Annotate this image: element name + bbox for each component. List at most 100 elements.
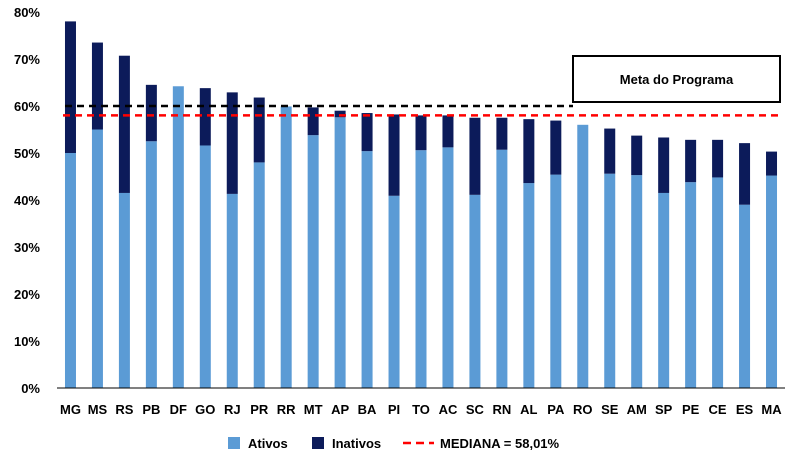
bar-inativos-go <box>199 88 211 146</box>
bar-ativos-pr <box>253 162 265 388</box>
x-tick-label-ap: AP <box>331 402 349 417</box>
bar-ativos-ba <box>361 151 373 388</box>
legend-label-inativos: Inativos <box>332 436 381 451</box>
y-tick-label: 70% <box>14 52 40 67</box>
bar-ativos-ro <box>577 124 589 389</box>
bar-ativos-rj <box>226 193 238 388</box>
x-tick-label-pe: PE <box>682 402 700 417</box>
y-tick-label: 60% <box>14 99 40 114</box>
x-tick-label-se: SE <box>601 402 619 417</box>
bar-inativos-sc <box>469 117 481 195</box>
bar-inativos-ac <box>442 115 454 148</box>
bar-inativos-mg <box>64 21 76 154</box>
bar-ativos-pa <box>550 174 562 388</box>
x-tick-label-am: AM <box>627 402 647 417</box>
x-tick-label-mt: MT <box>304 402 323 417</box>
bar-inativos-mt <box>307 107 319 136</box>
y-tick-label: 80% <box>14 5 40 20</box>
bar-ativos-sp <box>658 192 670 388</box>
x-tick-label-rj: RJ <box>224 402 241 417</box>
bar-inativos-ap <box>334 110 346 118</box>
x-tick-label-rr: RR <box>277 402 296 417</box>
bar-ativos-mg <box>64 153 76 388</box>
x-tick-label-mg: MG <box>60 402 81 417</box>
x-tick-label-sp: SP <box>655 402 673 417</box>
bar-ativos-ce <box>712 177 724 388</box>
x-tick-label-rs: RS <box>115 402 133 417</box>
y-tick-label: 20% <box>14 287 40 302</box>
bar-inativos-am <box>631 135 643 176</box>
bar-inativos-se <box>604 128 616 174</box>
x-tick-label-ac: AC <box>439 402 458 417</box>
bar-ativos-se <box>604 173 616 388</box>
bar-inativos-rs <box>118 55 130 193</box>
bar-ativos-sc <box>469 194 481 388</box>
bar-inativos-rn <box>496 117 508 150</box>
bar-ativos-ms <box>91 129 103 388</box>
bar-inativos-al <box>523 119 535 184</box>
bar-inativos-rj <box>226 92 238 194</box>
bar-ativos-rs <box>118 192 130 388</box>
x-tick-label-df: DF <box>170 402 187 417</box>
legend-label-ativos: Ativos <box>248 436 288 451</box>
x-tick-label-ro: RO <box>573 402 593 417</box>
x-tick-label-pr: PR <box>250 402 269 417</box>
bar-inativos-ce <box>712 139 724 178</box>
x-tick-label-sc: SC <box>466 402 485 417</box>
x-tick-label-ce: CE <box>709 402 727 417</box>
bar-inativos-pb <box>145 84 157 142</box>
x-tick-label-es: ES <box>736 402 754 417</box>
legend-swatch-inativos <box>312 437 324 449</box>
x-tick-label-pa: PA <box>547 402 565 417</box>
bar-ativos-am <box>631 175 643 388</box>
bar-inativos-sp <box>658 137 670 193</box>
x-tick-label-go: GO <box>195 402 215 417</box>
x-tick-label-rn: RN <box>492 402 511 417</box>
y-tick-label: 30% <box>14 240 40 255</box>
y-tick-label: 40% <box>14 193 40 208</box>
x-axis-ticks: MG MS RS PB DF GO RJ PR RR MT AP BA PI TO AC SC RN AL PA RO… <box>60 402 782 417</box>
bar-group <box>64 21 778 389</box>
x-tick-label-pb: PB <box>142 402 160 417</box>
legend-swatch-ativos <box>228 437 240 449</box>
bar-inativos-ma <box>766 151 778 176</box>
bar-inativos-ms <box>91 42 103 130</box>
goal-box-frame <box>572 55 781 103</box>
x-tick-label-ms: MS <box>88 402 108 417</box>
x-tick-label-to: TO <box>412 402 430 417</box>
bar-ativos-pi <box>388 195 400 388</box>
bar-inativos-pe <box>685 139 697 183</box>
bar-inativos-pa <box>550 120 562 175</box>
bar-ativos-ap <box>334 117 346 388</box>
y-axis-ticks: 0% 10% 20% 30% 40% 50% 60% 70% 80% <box>14 5 40 396</box>
bar-inativos-es <box>739 143 751 205</box>
bar-inativos-pr <box>253 97 265 163</box>
goal-box-label: Meta do Programa <box>620 72 734 87</box>
bar-ativos-mt <box>307 135 319 388</box>
bar-ativos-ac <box>442 147 454 388</box>
bar-ativos-es <box>739 204 751 388</box>
bar-ativos-pb <box>145 141 157 388</box>
x-tick-label-ba: BA <box>358 402 377 417</box>
bar-ativos-pe <box>685 182 697 388</box>
legend: Ativos Inativos MEDIANA = 58,01% <box>228 436 560 451</box>
y-tick-label: 10% <box>14 334 40 349</box>
x-tick-label-ma: MA <box>761 402 782 417</box>
bar-ativos-go <box>199 145 211 388</box>
reference-lines <box>63 104 781 117</box>
bar-ativos-df <box>172 86 184 388</box>
y-tick-label: 50% <box>14 146 40 161</box>
bar-ativos-to <box>415 150 427 388</box>
x-tick-label-pi: PI <box>388 402 400 417</box>
bar-ativos-rn <box>496 149 508 388</box>
bar-inativos-pi <box>388 114 400 196</box>
legend-label-mediana: MEDIANA = 58,01% <box>440 436 560 451</box>
y-tick-label: 0% <box>21 381 40 396</box>
bar-ativos-ma <box>766 175 778 388</box>
x-tick-label-al: AL <box>520 402 537 417</box>
bar-inativos-ba <box>361 113 373 152</box>
goal-box: Meta do Programa <box>572 55 781 103</box>
bar-ativos-al <box>523 183 535 388</box>
bar-inativos-to <box>415 115 427 151</box>
